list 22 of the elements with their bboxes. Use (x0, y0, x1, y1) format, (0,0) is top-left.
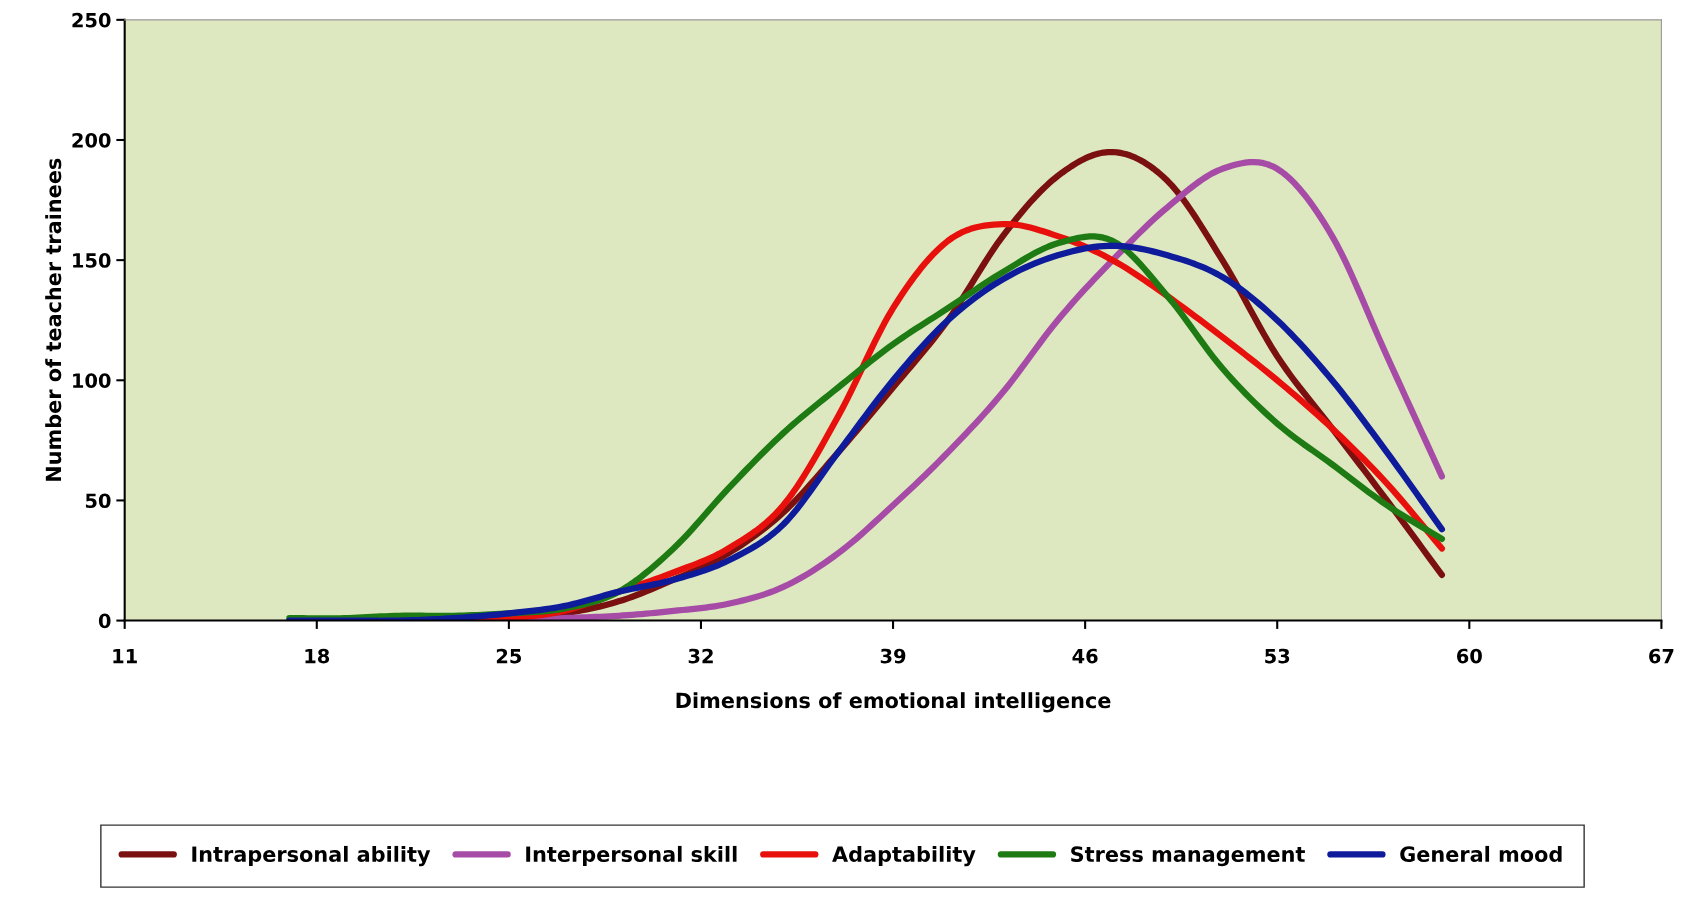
x-tick-label: 39 (880, 648, 906, 664)
x-axis-title: Dimensions of emotional intelligence (676, 692, 1111, 713)
y-axis-title: Number of teacher trainees (45, 158, 62, 481)
x-tick-label: 67 (1649, 648, 1674, 664)
y-tick-label: 0 (98, 613, 111, 629)
legend-label: Intrapersonal ability (192, 845, 431, 867)
y-tick-label: 250 (72, 12, 111, 28)
y-tick-label: 200 (72, 132, 111, 148)
x-tick-label: 25 (496, 648, 522, 664)
x-tick-label: 53 (1265, 648, 1290, 664)
legend-label: General mood (1400, 845, 1562, 863)
y-tick-label: 50 (85, 493, 111, 509)
y-tick-label: 100 (73, 373, 111, 388)
x-tick-label: 11 (113, 648, 137, 664)
legend-label: Adaptability (832, 845, 976, 867)
x-tick-label: 32 (688, 648, 713, 664)
x-tick-label: 60 (1457, 648, 1482, 664)
x-tick-label: 18 (305, 648, 330, 664)
legend-label: Interpersonal skill (526, 845, 737, 867)
x-tick-label: 46 (1072, 648, 1098, 664)
y-tick-label: 150 (73, 253, 111, 268)
legend-label: Stress management (1071, 846, 1305, 867)
